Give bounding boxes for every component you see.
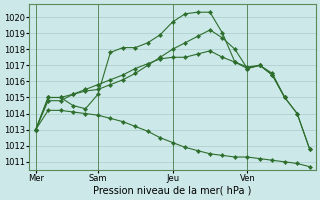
X-axis label: Pression niveau de la mer( hPa ): Pression niveau de la mer( hPa ): [93, 186, 252, 196]
